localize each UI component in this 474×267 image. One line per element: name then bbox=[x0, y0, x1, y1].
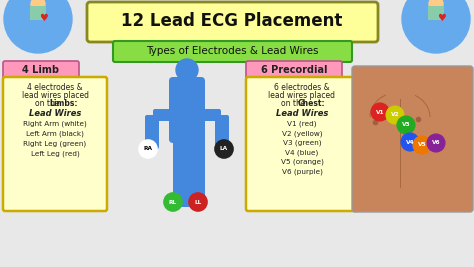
Text: V3: V3 bbox=[401, 123, 410, 128]
FancyBboxPatch shape bbox=[428, 6, 444, 20]
Text: V5: V5 bbox=[418, 143, 426, 147]
Text: V6 (purple): V6 (purple) bbox=[282, 168, 322, 175]
FancyBboxPatch shape bbox=[169, 77, 205, 143]
Text: lead wires placed: lead wires placed bbox=[21, 91, 89, 100]
Text: V4: V4 bbox=[406, 139, 414, 144]
Text: lead wires placed: lead wires placed bbox=[268, 91, 336, 100]
FancyBboxPatch shape bbox=[3, 61, 79, 79]
Circle shape bbox=[139, 140, 157, 158]
Text: RA: RA bbox=[144, 147, 153, 151]
Circle shape bbox=[413, 136, 431, 154]
Circle shape bbox=[31, 0, 45, 11]
Text: Limbs:: Limbs: bbox=[50, 99, 78, 108]
Text: Left Arm (black): Left Arm (black) bbox=[26, 131, 84, 137]
Text: Chest:: Chest: bbox=[297, 99, 325, 108]
Text: 12 Lead ECG Placement: 12 Lead ECG Placement bbox=[121, 12, 343, 30]
Text: V3 (green): V3 (green) bbox=[283, 140, 321, 146]
Circle shape bbox=[427, 134, 445, 152]
Circle shape bbox=[215, 140, 233, 158]
Text: LA: LA bbox=[220, 147, 228, 151]
Text: 6 electrodes &: 6 electrodes & bbox=[274, 83, 330, 92]
Circle shape bbox=[4, 0, 72, 53]
Circle shape bbox=[176, 59, 198, 81]
FancyBboxPatch shape bbox=[352, 66, 473, 212]
FancyBboxPatch shape bbox=[113, 41, 352, 62]
FancyBboxPatch shape bbox=[246, 61, 342, 79]
Circle shape bbox=[397, 116, 415, 134]
Circle shape bbox=[401, 133, 419, 151]
Text: V6: V6 bbox=[432, 140, 440, 146]
FancyBboxPatch shape bbox=[182, 75, 192, 85]
Text: V4 (blue): V4 (blue) bbox=[285, 149, 319, 156]
Circle shape bbox=[371, 103, 389, 121]
Text: Lead Wires: Lead Wires bbox=[29, 109, 81, 119]
FancyBboxPatch shape bbox=[173, 135, 190, 207]
FancyBboxPatch shape bbox=[386, 67, 415, 99]
Text: Types of Electrodes & Lead Wires: Types of Electrodes & Lead Wires bbox=[146, 46, 318, 56]
Text: V5 (orange): V5 (orange) bbox=[281, 159, 323, 165]
Text: V1 (red): V1 (red) bbox=[287, 121, 317, 127]
FancyBboxPatch shape bbox=[3, 77, 107, 211]
FancyBboxPatch shape bbox=[145, 115, 159, 149]
FancyBboxPatch shape bbox=[30, 6, 46, 20]
FancyBboxPatch shape bbox=[153, 109, 173, 121]
Text: RL: RL bbox=[169, 199, 177, 205]
Text: Lead Wires: Lead Wires bbox=[276, 109, 328, 119]
Text: LL: LL bbox=[194, 199, 201, 205]
Text: 4 electrodes &: 4 electrodes & bbox=[27, 83, 83, 92]
Text: ♥: ♥ bbox=[438, 13, 447, 23]
Text: on the: on the bbox=[35, 99, 62, 108]
Circle shape bbox=[386, 106, 404, 124]
Circle shape bbox=[429, 0, 443, 11]
FancyBboxPatch shape bbox=[188, 135, 205, 207]
Text: Right Arm (white): Right Arm (white) bbox=[23, 121, 87, 127]
FancyBboxPatch shape bbox=[246, 77, 358, 211]
Text: V2 (yellow): V2 (yellow) bbox=[282, 130, 322, 137]
FancyBboxPatch shape bbox=[87, 2, 378, 42]
Text: V1: V1 bbox=[376, 109, 384, 115]
Circle shape bbox=[402, 0, 470, 53]
Text: V2: V2 bbox=[391, 112, 399, 117]
Text: Right Leg (green): Right Leg (green) bbox=[23, 141, 87, 147]
Text: Left Leg (red): Left Leg (red) bbox=[31, 151, 79, 157]
Circle shape bbox=[189, 193, 207, 211]
FancyBboxPatch shape bbox=[215, 115, 229, 149]
FancyBboxPatch shape bbox=[201, 109, 221, 121]
Text: on the: on the bbox=[281, 99, 308, 108]
Text: 4 Limb: 4 Limb bbox=[22, 65, 60, 75]
Text: ♥: ♥ bbox=[40, 13, 48, 23]
Circle shape bbox=[164, 193, 182, 211]
Text: 6 Precordial: 6 Precordial bbox=[261, 65, 327, 75]
